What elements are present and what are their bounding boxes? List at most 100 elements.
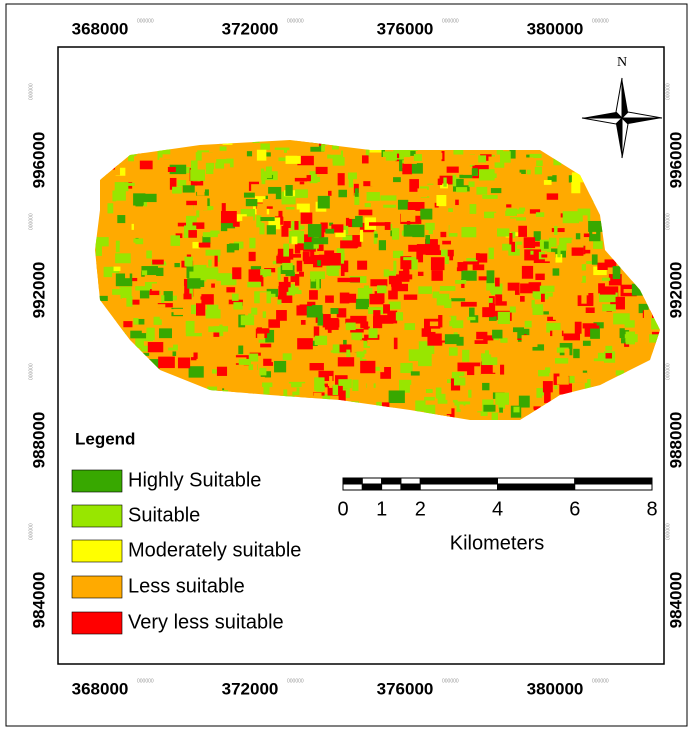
- x-coord-sup: 000000: [287, 18, 304, 24]
- land-patch: [605, 346, 612, 351]
- land-patch: [540, 139, 550, 144]
- land-patch: [104, 267, 113, 277]
- land-patch: [602, 278, 610, 281]
- land-patch: [632, 284, 649, 296]
- land-patch: [647, 160, 663, 168]
- land-patch: [489, 248, 494, 259]
- land-patch: [166, 135, 179, 140]
- legend-label: Very less suitable: [128, 611, 284, 633]
- land-patch: [492, 202, 507, 211]
- land-patch: [382, 402, 389, 414]
- land-patch: [186, 201, 197, 205]
- land-patch: [142, 325, 147, 333]
- land-patch: [647, 366, 660, 372]
- land-patch: [199, 242, 211, 247]
- land-patch: [295, 189, 308, 198]
- land-patch: [173, 351, 177, 356]
- land-patch: [346, 408, 354, 413]
- land-patch: [572, 155, 584, 159]
- land-patch: [653, 289, 656, 293]
- land-patch: [123, 399, 135, 409]
- land-patch: [160, 316, 166, 319]
- land-patch: [333, 385, 338, 395]
- land-patch: [562, 187, 570, 190]
- land-patch: [445, 316, 451, 320]
- land-patch: [124, 412, 138, 416]
- land-patch: [210, 391, 221, 402]
- land-patch: [340, 240, 357, 248]
- land-patch: [338, 190, 347, 197]
- land-patch: [427, 153, 442, 159]
- land-patch: [257, 327, 262, 330]
- land-patch: [461, 302, 477, 307]
- land-patch: [249, 353, 258, 361]
- land-patch: [298, 423, 315, 434]
- land-patch: [242, 216, 253, 222]
- land-patch: [631, 195, 639, 200]
- land-patch: [122, 407, 135, 411]
- land-patch: [547, 141, 551, 149]
- land-patch: [625, 206, 631, 212]
- land-patch: [133, 249, 137, 259]
- land-patch: [462, 350, 469, 362]
- land-patch: [296, 305, 308, 315]
- land-patch: [629, 147, 641, 152]
- land-patch: [264, 413, 280, 420]
- land-patch: [461, 227, 476, 237]
- land-patch: [567, 365, 583, 376]
- land-patch: [544, 241, 549, 248]
- land-patch: [597, 198, 602, 202]
- y-coord-sup: 000000: [28, 83, 34, 100]
- land-patch: [559, 384, 572, 395]
- land-patch: [330, 421, 345, 431]
- land-patch: [606, 404, 622, 412]
- land-patch: [104, 157, 121, 164]
- land-patch: [563, 211, 579, 223]
- scale-label: 8: [646, 498, 657, 520]
- land-patch: [644, 198, 659, 202]
- land-patch: [425, 235, 430, 244]
- legend-label: Moderately suitable: [128, 539, 301, 561]
- land-patch: [94, 237, 109, 246]
- land-patch: [202, 152, 216, 162]
- land-patch: [257, 150, 266, 161]
- land-patch: [203, 180, 216, 190]
- land-patch: [219, 325, 222, 336]
- land-patch: [377, 285, 386, 293]
- y-coord-label: 996000: [666, 132, 685, 189]
- legend-label: Less suitable: [128, 575, 245, 597]
- land-patch: [317, 137, 331, 142]
- land-patch: [226, 287, 235, 292]
- land-patch: [154, 140, 167, 143]
- land-patch: [158, 357, 175, 368]
- scale-segment: [362, 478, 381, 484]
- land-patch: [159, 328, 172, 338]
- land-patch: [425, 136, 430, 146]
- land-patch: [159, 158, 163, 161]
- land-patch: [638, 219, 654, 229]
- land-patch: [593, 241, 603, 249]
- land-patch: [153, 423, 156, 434]
- land-patch: [309, 290, 318, 300]
- land-patch: [155, 386, 166, 394]
- land-patch: [241, 315, 254, 325]
- land-patch: [256, 415, 270, 428]
- land-patch: [301, 213, 313, 224]
- land-patch: [103, 146, 118, 151]
- land-patch: [553, 154, 561, 166]
- land-patch: [394, 338, 398, 349]
- land-patch: [325, 404, 340, 411]
- land-patch: [482, 357, 498, 365]
- land-patch: [637, 245, 643, 253]
- land-patch: [613, 313, 630, 324]
- land-patch: [384, 269, 390, 276]
- land-patch: [135, 353, 149, 356]
- land-patch: [552, 228, 565, 232]
- scale-segment: [382, 484, 401, 490]
- x-coord-sup: 000000: [137, 18, 154, 24]
- land-patch: [630, 219, 645, 226]
- land-patch: [150, 304, 166, 307]
- scale-label: 1: [376, 498, 387, 520]
- land-patch: [181, 341, 189, 346]
- land-patch: [92, 279, 102, 290]
